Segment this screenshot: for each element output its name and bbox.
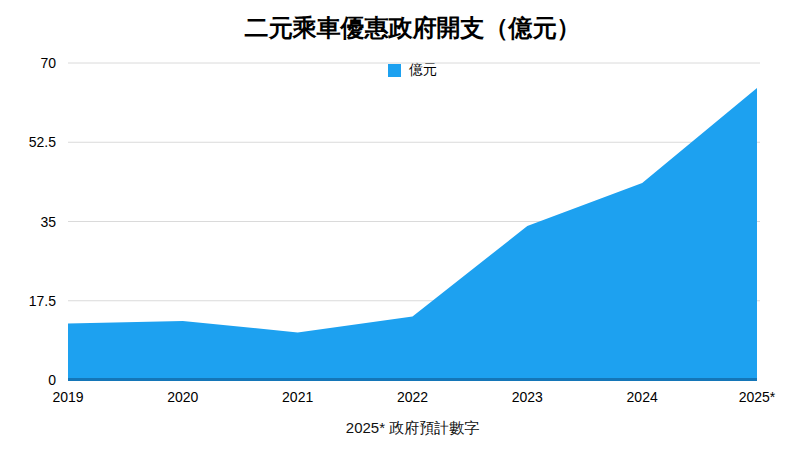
x-axis-tick-label: 2022	[378, 389, 448, 405]
x-axis-tick-label: 2024	[607, 389, 677, 405]
x-axis-tick-label: 2023	[492, 389, 562, 405]
x-axis: 2019 2020 2021 2022 2023 2024 2025*	[0, 389, 800, 409]
x-axis-tick-label: 2025*	[722, 389, 792, 405]
fare-subsidy-area-chart: 二元乘車優惠政府開支（億元） 億元 017.53552.570 20192020…	[0, 0, 800, 468]
y-axis-tick-label: 0	[0, 371, 56, 389]
x-axis-tick-label: 2021	[263, 389, 333, 405]
x-axis-tick-label: 2019	[33, 389, 103, 405]
y-axis-tick-label: 70	[0, 54, 56, 72]
x-axis-tick-label: 2020	[148, 389, 218, 405]
y-axis-tick-label: 52.5	[0, 133, 56, 151]
footnote: 2025* 政府預計數字	[68, 419, 757, 438]
area-series	[68, 88, 757, 380]
y-axis-tick-label: 35	[0, 213, 56, 231]
y-axis-tick-label: 17.5	[0, 292, 56, 310]
